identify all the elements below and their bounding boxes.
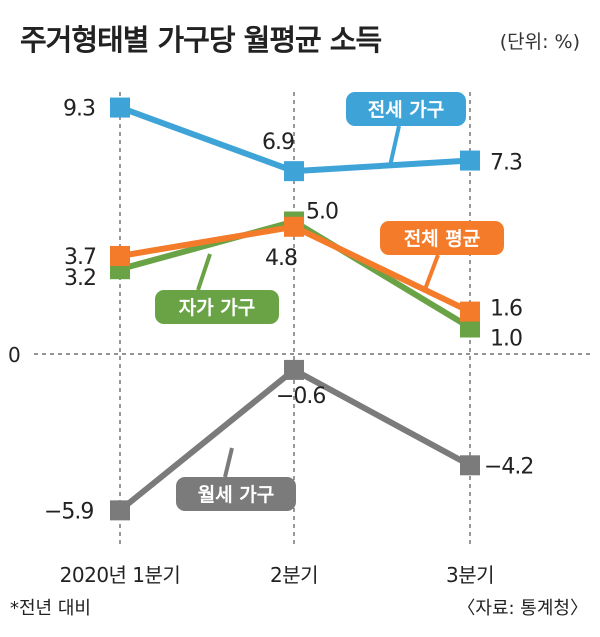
wolse-marker-2 bbox=[284, 359, 304, 380]
footnote: *전년 대비 bbox=[10, 598, 91, 619]
wolse-series-label: 월세 가구 bbox=[198, 484, 275, 506]
unit-label: (단위: %) bbox=[500, 31, 580, 53]
owner-label-leader bbox=[196, 253, 212, 291]
wolse-value-label-2: −0.6 bbox=[276, 384, 325, 409]
jeonse-value-label-3: 7.3 bbox=[490, 151, 522, 176]
overall-marker-3 bbox=[460, 301, 480, 322]
label-leaders bbox=[196, 125, 440, 478]
x-tick-label-2: 2분기 bbox=[270, 563, 318, 587]
overall-value-label-1: 3.7 bbox=[64, 245, 96, 270]
zero-tick-label: 0 bbox=[8, 343, 20, 367]
x-tick-label-1: 2020년 1분기 bbox=[60, 563, 181, 587]
chart-title: 주거형태별 가구당 월평균 소득 bbox=[20, 23, 381, 57]
owner-series-label: 자가 가구 bbox=[179, 297, 256, 319]
value-labels: 9.3 6.9 7.3 3.7 4.8 1.6 3.2 5.0 1.0 −5.9 −0.6 −4.2 bbox=[44, 97, 534, 525]
overall-value-label-3: 1.6 bbox=[490, 297, 522, 322]
overall-marker-1 bbox=[110, 245, 130, 266]
wolse-marker-3 bbox=[460, 455, 480, 476]
jeonse-marker-3 bbox=[460, 150, 480, 171]
wolse-label-leader bbox=[223, 447, 234, 478]
series-markers bbox=[110, 97, 480, 521]
jeonse-value-label-2: 6.9 bbox=[262, 130, 294, 155]
jeonse-series-label: 전세 가구 bbox=[368, 99, 445, 121]
jeonse-marker-1 bbox=[110, 97, 130, 118]
overall-marker-2 bbox=[284, 216, 304, 237]
overall-series-label: 전체 평균 bbox=[404, 228, 481, 250]
jeonse-label-box bbox=[346, 92, 466, 126]
x-axis-tick-labels: 2020년 1분기 2분기 3분기 bbox=[60, 563, 495, 587]
owner-value-label-2: 5.0 bbox=[306, 200, 338, 225]
owner-value-label-1: 3.2 bbox=[64, 266, 96, 291]
wolse-value-label-1: −5.9 bbox=[44, 499, 93, 524]
overall-value-label-2: 4.8 bbox=[265, 246, 297, 271]
jeonse-label-leader bbox=[388, 125, 401, 167]
source-note: 〈자료: 통계청〉 bbox=[457, 598, 588, 619]
overall-label-box bbox=[380, 221, 504, 255]
jeonse-value-label-1: 9.3 bbox=[63, 97, 95, 122]
wolse-label-box bbox=[176, 477, 296, 511]
owner-label-box bbox=[155, 290, 279, 324]
x-tick-label-3: 3분기 bbox=[446, 563, 494, 587]
owner-marker-3 bbox=[460, 317, 480, 338]
wolse-value-label-3: −4.2 bbox=[484, 454, 533, 479]
overall-label-leader bbox=[422, 254, 440, 293]
jeonse-marker-2 bbox=[284, 161, 304, 182]
wolse-marker-1 bbox=[110, 500, 130, 521]
owner-value-label-3: 1.0 bbox=[490, 327, 522, 352]
